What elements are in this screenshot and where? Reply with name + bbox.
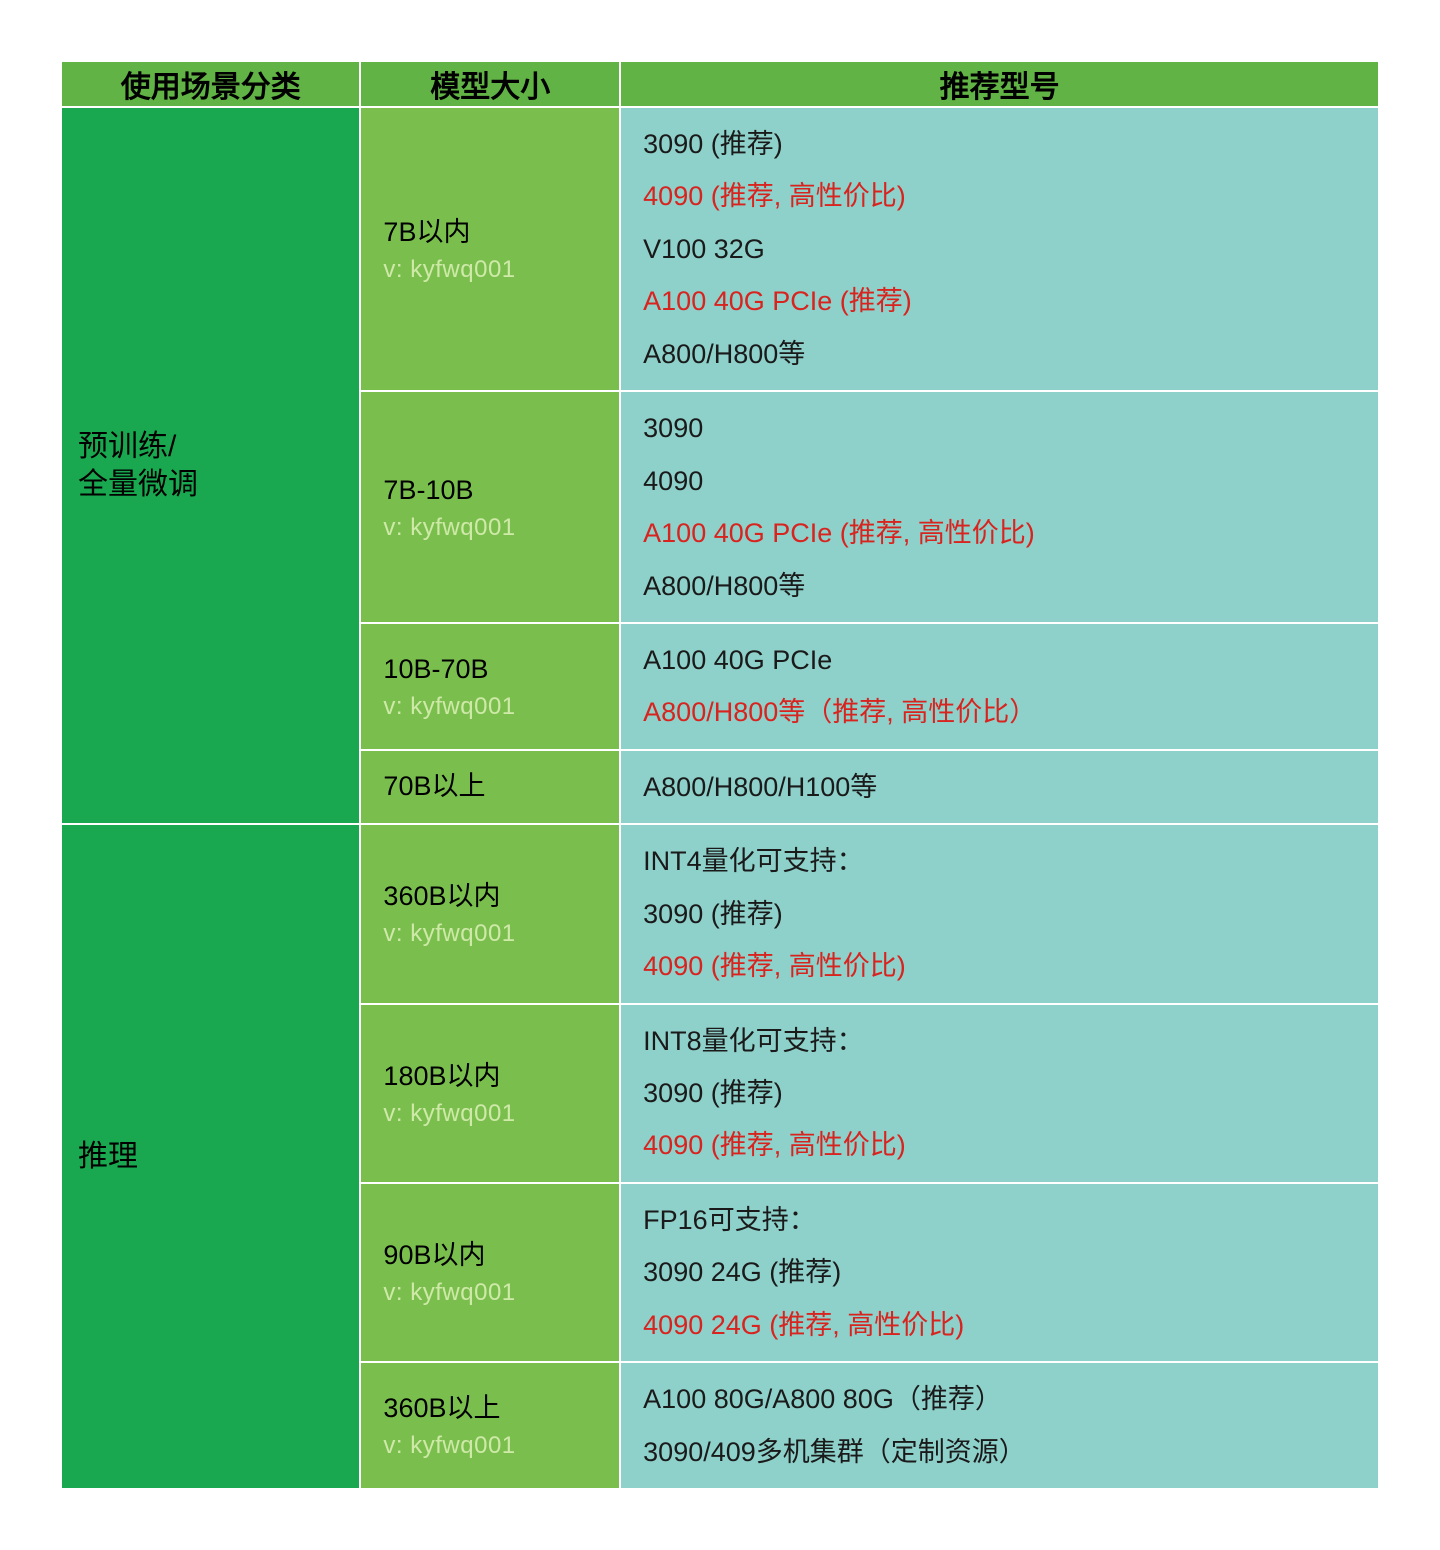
recommendation-cell: INT4量化可支持： 3090 (推荐) 4090 (推荐, 高性价比) <box>620 824 1379 1003</box>
watermark-text: v: kyfwq001 <box>383 1279 597 1307</box>
model-size-label: 7B-10B <box>383 473 597 508</box>
recommendation-cell: A100 40G PCIe A800/H800等（推荐, 高性价比） <box>620 623 1379 750</box>
watermark-text: v: kyfwq001 <box>383 1432 597 1460</box>
model-size-label: 360B以内 <box>383 879 597 914</box>
watermark-text: v: kyfwq001 <box>383 1100 597 1128</box>
model-size-label: 180B以内 <box>383 1059 597 1094</box>
model-size-cell: 180B以内 v: kyfwq001 <box>360 1004 620 1183</box>
model-size-cell: 360B以上 v: kyfwq001 <box>360 1362 620 1489</box>
recommendation-item: A800/H800等 <box>643 336 1356 372</box>
recommendation-highlight: 4090 (推荐, 高性价比) <box>643 1127 1356 1163</box>
recommendation-highlight: A800/H800等（推荐, 高性价比） <box>643 694 1356 730</box>
recommendation-item: FP16可支持： <box>643 1202 1356 1238</box>
watermark-text: v: kyfwq001 <box>383 256 597 284</box>
table-row: 推理360B以内v: kyfwq001INT4量化可支持：3090 (推荐)40… <box>61 824 1379 1003</box>
recommendation-item: V100 32G <box>643 231 1356 267</box>
recommendation-item: 3090 (推荐) <box>643 896 1356 932</box>
model-size-cell: 10B-70B v: kyfwq001 <box>360 623 620 750</box>
recommendation-item: INT4量化可支持： <box>643 843 1356 879</box>
recommendation-highlight: 4090 24G (推荐, 高性价比) <box>643 1307 1356 1343</box>
model-size-cell: 7B-10B v: kyfwq001 <box>360 391 620 623</box>
recommendation-item: INT8量化可支持： <box>643 1023 1356 1059</box>
model-size-cell: 70B以上 <box>360 750 620 824</box>
watermark-text: v: kyfwq001 <box>383 920 597 948</box>
recommendation-item: A100 40G PCIe <box>643 642 1356 678</box>
recommendation-item: 3090 (推荐) <box>643 126 1356 162</box>
recommendation-cell: A100 80G/A800 80G（推荐） 3090/409多机集群（定制资源） <box>620 1362 1379 1489</box>
recommendation-item: 3090 (推荐) <box>643 1075 1356 1111</box>
category-cell: 预训练/全量微调 <box>61 107 360 824</box>
gpu-recommendation-table: 使用场景分类 模型大小 推荐型号 预训练/全量微调 7B以内 v: kyfwq001… <box>60 60 1380 1490</box>
recommendation-item: 3090 24G (推荐) <box>643 1254 1356 1290</box>
recommendation-item: A800/H800/H100等 <box>643 769 1356 805</box>
watermark-text: v: kyfwq001 <box>383 514 597 542</box>
recommendation-cell: A800/H800/H100等 <box>620 750 1379 824</box>
model-size-label: 360B以上 <box>383 1391 597 1426</box>
recommendation-cell: INT8量化可支持： 3090 (推荐) 4090 (推荐, 高性价比) <box>620 1004 1379 1183</box>
recommendation-highlight: 4090 (推荐, 高性价比) <box>643 178 1356 214</box>
model-size-cell: 90B以内 v: kyfwq001 <box>360 1183 620 1362</box>
table-header-row: 使用场景分类 模型大小 推荐型号 <box>61 61 1379 107</box>
table-row: 预训练/全量微调7B以内v: kyfwq0013090 (推荐)4090 (推荐… <box>61 107 1379 391</box>
model-size-label: 7B以内 <box>383 215 597 250</box>
recommendation-cell: 3090 4090 A100 40G PCIe (推荐, 高性价比) A800/H80… <box>620 391 1379 623</box>
model-size-cell: 7B以内 v: kyfwq001 <box>360 107 620 391</box>
model-size-label: 90B以内 <box>383 1238 597 1273</box>
category-cell: 推理 <box>61 824 360 1489</box>
header-model-size: 模型大小 <box>360 61 620 107</box>
recommendation-item: A800/H800等 <box>643 568 1356 604</box>
recommendation-item: 4090 <box>643 463 1356 499</box>
recommendation-cell: FP16可支持： 3090 24G (推荐) 4090 24G (推荐, 高性价比) <box>620 1183 1379 1362</box>
recommendation-item: 3090 <box>643 410 1356 446</box>
recommendation-item: A100 80G/A800 80G（推荐） <box>643 1381 1356 1417</box>
recommendation-highlight: A100 40G PCIe (推荐) <box>643 283 1356 319</box>
recommendation-item: 3090/409多机集群（定制资源） <box>643 1434 1356 1470</box>
category-label: 推理 <box>62 1138 359 1176</box>
category-label: 预训练/全量微调 <box>62 428 359 503</box>
model-size-label: 10B-70B <box>383 652 597 687</box>
recommendation-cell: 3090 (推荐) 4090 (推荐, 高性价比) V100 32G A100 40G… <box>620 107 1379 391</box>
header-usecase: 使用场景分类 <box>61 61 360 107</box>
header-recommended-model: 推荐型号 <box>620 61 1379 107</box>
model-size-label: 70B以上 <box>383 769 597 804</box>
recommendation-highlight: A100 40G PCIe (推荐, 高性价比) <box>643 515 1356 551</box>
recommendation-highlight: 4090 (推荐, 高性价比) <box>643 948 1356 984</box>
model-size-cell: 360B以内 v: kyfwq001 <box>360 824 620 1003</box>
watermark-text: v: kyfwq001 <box>383 693 597 721</box>
